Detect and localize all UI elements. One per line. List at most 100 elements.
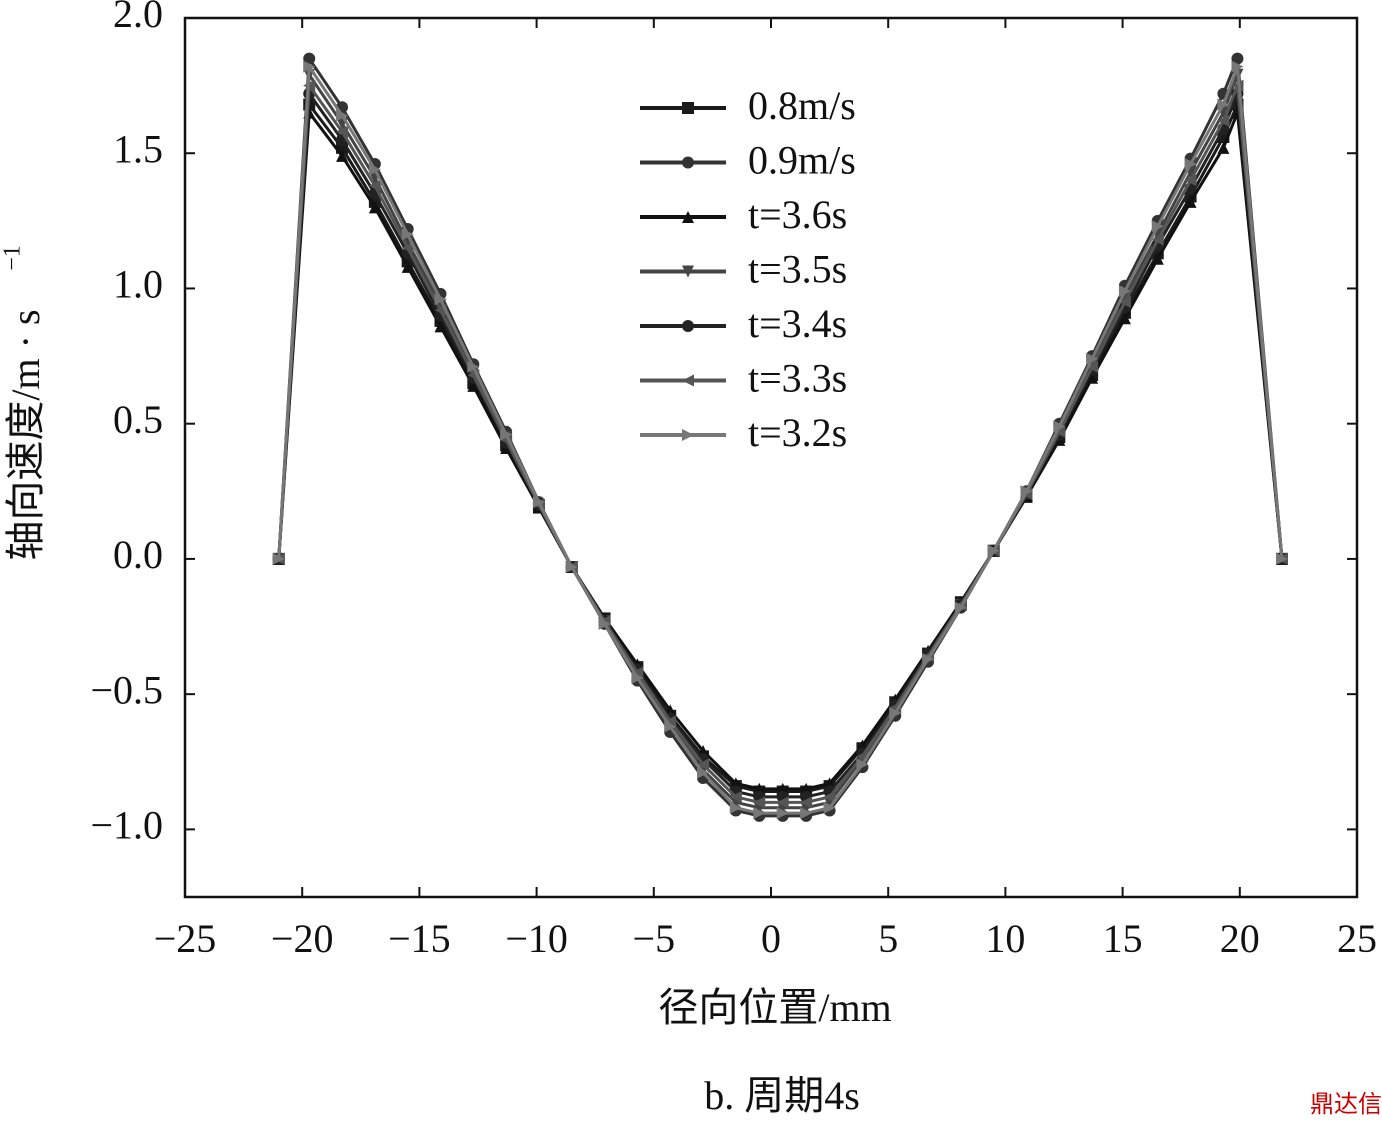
y-tick-label: 1.5 xyxy=(113,126,163,171)
x-tick-label: 5 xyxy=(878,916,898,961)
watermark: 鼎达信 xyxy=(1310,1090,1382,1118)
point xyxy=(434,293,447,306)
point xyxy=(856,758,869,771)
legend-marker xyxy=(682,156,694,169)
y-axis-label-group: 轴向速度/m · s xyxy=(3,309,48,560)
x-tick-label: −20 xyxy=(271,916,334,961)
point xyxy=(303,52,316,65)
legend-marker xyxy=(682,374,694,387)
x-tick-label: 10 xyxy=(985,916,1025,961)
y-tick-label: 1.0 xyxy=(113,262,163,307)
point xyxy=(954,601,967,614)
point xyxy=(800,807,813,820)
point xyxy=(1231,60,1244,73)
point xyxy=(631,666,644,679)
y-axis-label-sup: −1 xyxy=(0,245,26,271)
point xyxy=(401,228,414,241)
point xyxy=(1053,420,1066,433)
point xyxy=(336,149,349,162)
point xyxy=(303,60,316,73)
y-tick-label: 0.5 xyxy=(113,397,163,442)
point xyxy=(1118,312,1131,325)
x-tick-label: 20 xyxy=(1220,916,1260,961)
point xyxy=(987,544,1000,557)
point xyxy=(1151,233,1164,246)
point xyxy=(368,201,381,214)
point xyxy=(1184,195,1197,208)
point xyxy=(1275,552,1288,565)
point xyxy=(776,796,789,809)
series xyxy=(272,60,1288,820)
point xyxy=(823,790,836,803)
y-tick-label: −1.0 xyxy=(90,803,163,848)
point xyxy=(272,552,285,565)
legend-label: t=3.3s xyxy=(748,356,847,401)
legend-label: 0.8m/s xyxy=(748,83,856,128)
point xyxy=(697,766,710,779)
x-tick-label: −5 xyxy=(633,916,676,961)
point xyxy=(336,125,349,138)
point xyxy=(1020,485,1033,498)
point xyxy=(1086,360,1099,373)
point xyxy=(401,260,414,273)
point xyxy=(753,807,766,820)
x-tick-label: −15 xyxy=(388,916,451,961)
legend-marker xyxy=(682,429,694,441)
y-axis-label: 轴向速度/m · s xyxy=(3,309,48,560)
point xyxy=(889,707,902,720)
legend-label: t=3.4s xyxy=(748,301,847,346)
point xyxy=(1184,174,1197,187)
point xyxy=(401,241,414,254)
y-tick-label: 0.0 xyxy=(113,532,163,577)
point xyxy=(1151,252,1164,265)
point xyxy=(1184,158,1197,171)
point xyxy=(664,720,677,733)
point xyxy=(368,163,381,176)
point xyxy=(823,801,836,814)
x-axis-label: 径向位置/mm xyxy=(658,985,891,1030)
point xyxy=(598,617,611,630)
legend-marker xyxy=(682,265,694,278)
point xyxy=(1086,352,1099,365)
point xyxy=(697,758,710,771)
x-tick-label: 0 xyxy=(761,916,781,961)
legend-label: 0.9m/s xyxy=(748,138,856,183)
point xyxy=(753,796,766,809)
point xyxy=(368,179,381,192)
legend-label: t=3.5s xyxy=(748,247,847,292)
point xyxy=(1217,141,1230,154)
point xyxy=(631,671,644,684)
point xyxy=(1231,52,1244,65)
point xyxy=(532,496,545,509)
point xyxy=(467,379,480,392)
x-tick-label: −10 xyxy=(505,916,568,961)
legend-label: t=3.6s xyxy=(748,192,847,237)
point xyxy=(565,561,578,574)
point xyxy=(1118,285,1131,298)
point xyxy=(1217,114,1230,127)
y-tick-label: 2.0 xyxy=(113,0,163,36)
point xyxy=(1053,425,1066,438)
point xyxy=(1217,98,1230,111)
y-tick-label: −0.5 xyxy=(90,667,163,712)
point xyxy=(922,652,935,665)
legend-marker xyxy=(682,211,694,223)
point xyxy=(729,801,742,814)
point xyxy=(336,109,349,122)
caption: b. 周期4s xyxy=(704,1073,860,1118)
point xyxy=(467,360,480,373)
point xyxy=(800,796,813,809)
point xyxy=(776,807,789,820)
point xyxy=(664,715,677,728)
x-tick-label: −25 xyxy=(154,916,217,961)
point xyxy=(1086,371,1099,384)
legend-marker xyxy=(682,320,694,332)
x-tick-label: 15 xyxy=(1103,916,1143,961)
legend-marker xyxy=(682,102,694,114)
point xyxy=(729,790,742,803)
point xyxy=(434,320,447,333)
point xyxy=(1151,220,1164,233)
legend-label: t=3.2s xyxy=(748,410,847,455)
x-tick-label: 25 xyxy=(1337,916,1377,961)
